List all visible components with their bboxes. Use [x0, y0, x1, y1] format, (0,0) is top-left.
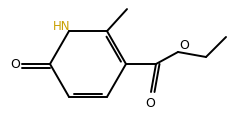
Text: O: O [10, 57, 20, 70]
Text: O: O [178, 39, 188, 52]
Text: HN: HN [52, 20, 70, 33]
Text: O: O [144, 96, 154, 109]
